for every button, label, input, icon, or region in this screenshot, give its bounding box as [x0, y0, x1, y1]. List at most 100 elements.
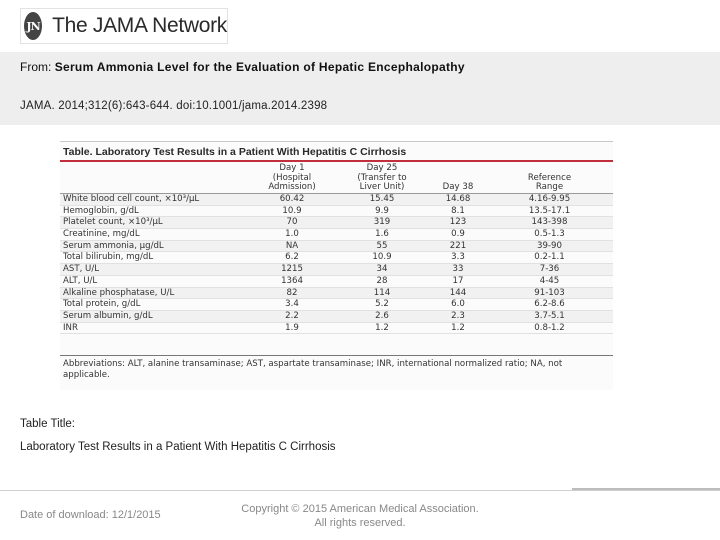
table-cell: 10.9: [372, 252, 392, 263]
from-line: From: Serum Ammonia Level for the Evalua…: [20, 60, 465, 74]
table-row-label: White blood cell count, ×10³/μL: [63, 194, 200, 204]
table-title-text: Laboratory Test Results in a Patient Wit…: [20, 441, 336, 453]
table-header-row: Day 1 (Hospital Admission) Day 25 (Transf…: [60, 163, 613, 195]
table-cell: 6.2-8.6: [534, 299, 565, 310]
table-cell: 33: [452, 264, 464, 275]
table-row: Creatinine, mg/dL 1.0 1.6 0.9 0.5-1.3: [60, 229, 613, 241]
table-cell: 3.7-5.1: [534, 310, 565, 321]
table-cell: 1215: [281, 264, 303, 275]
table-row: Platelet count, ×10³/μL 70 319 123 143-398: [60, 217, 613, 230]
table-cell: 1.9: [285, 322, 299, 333]
table-heading: Table. Laboratory Test Results in a Pati…: [63, 146, 407, 158]
table-row-label: Alkaline phosphatase, U/L: [63, 287, 175, 298]
table-row-label: Serum ammonia, μg/dL: [63, 240, 164, 251]
table-cell: 8.1: [451, 205, 465, 216]
table-row: ALT, U/L 1364 28 17 4-45: [60, 276, 613, 288]
table-row-label: Serum albumin, g/dL: [63, 310, 153, 321]
download-date: Date of download: 12/1/2015: [20, 509, 161, 521]
table-cell: 1364: [281, 275, 303, 286]
from-label: From:: [20, 60, 52, 74]
table-cell: 0.2-1.1: [534, 252, 565, 263]
citation: JAMA. 2014;312(6):643-644. doi:10.1001/j…: [20, 100, 328, 112]
table-row: Serum albumin, g/dL 2.2 2.6 2.3 3.7-5.1: [60, 310, 613, 323]
table-column-header: Reference Range: [527, 172, 572, 192]
table-cell: 9.9: [375, 205, 389, 216]
table-cell: 123: [449, 217, 467, 228]
table-row: Alkaline phosphatase, U/L 82 114 144 91-103: [60, 287, 613, 300]
table-row: INR 1.9 1.2 1.2 0.8-1.2: [60, 323, 613, 335]
table-grid: Day 1 (Hospital Admission) Day 25 (Transf…: [60, 163, 613, 335]
table-cell: 5.2: [375, 299, 389, 310]
jama-network-logo: JN The JAMA Network: [20, 8, 228, 44]
table-row: White blood cell count, ×10³/μL 60.42 15.4…: [60, 194, 613, 206]
copyright-line-2: All rights reserved.: [314, 517, 406, 529]
table-cell: 1.6: [375, 229, 389, 240]
table-cell: 1.2: [451, 322, 465, 333]
table-row-label: Hemoglobin, g/dL: [63, 205, 139, 216]
table-cell: 91-103: [534, 287, 565, 298]
table-row-label: Total bilirubin, mg/dL: [63, 252, 154, 263]
table-cell: 4.16-9.95: [528, 194, 571, 204]
jn-logo-icon: JN: [24, 12, 43, 40]
table-column-header: Day 1 (Hospital Admission): [268, 163, 316, 192]
table-row-label: INR: [63, 322, 78, 333]
article-title: Serum Ammonia Level for the Evaluation o…: [54, 60, 465, 74]
table-cell: 2.3: [451, 310, 465, 321]
table-row: Total bilirubin, mg/dL 6.2 10.9 3.3 0.2-1.1: [60, 252, 613, 265]
table-row: Serum ammonia, μg/dL NA 55 221 39-90: [60, 240, 613, 253]
logo-text: The JAMA Network: [52, 14, 227, 37]
source-band: [0, 52, 720, 125]
lab-results-table: Table. Laboratory Test Results in a Pati…: [60, 141, 613, 390]
table-cell: 2.6: [375, 310, 389, 321]
table-title-rule: [60, 160, 613, 162]
table-row: AST, U/L 1215 34 33 7-36: [60, 264, 613, 276]
table-cell: 39-90: [537, 240, 562, 251]
footer-divider-accent: [572, 488, 720, 490]
table-cell: 17: [452, 275, 464, 286]
table-row-label: AST, U/L: [63, 264, 100, 275]
table-cell: 6.0: [451, 299, 465, 310]
table-cell: 0.9: [451, 229, 465, 240]
table-cell: 221: [449, 240, 467, 251]
copyright: Copyright © 2015 American Medical Associ…: [230, 502, 490, 530]
table-cell: 34: [376, 264, 388, 275]
table-cell: 4-45: [539, 275, 560, 286]
table-row-label: Creatinine, mg/dL: [63, 229, 140, 240]
table-cell: 143-398: [531, 217, 568, 228]
table-cell: 14.68: [445, 194, 471, 204]
table-row: Hemoglobin, g/dL 10.9 9.9 8.1 13.5-17.1: [60, 206, 613, 218]
table-cell: 114: [373, 287, 391, 298]
table-cell: 1.2: [375, 322, 389, 333]
table-cell: 15.45: [369, 194, 395, 204]
table-cell: 55: [376, 240, 388, 251]
table-cell: 13.5-17.1: [528, 205, 571, 216]
table-cell: 319: [373, 217, 391, 228]
table-row-label: ALT, U/L: [63, 275, 98, 286]
table-row-label: Platelet count, ×10³/μL: [63, 217, 163, 228]
table-column-header: Day 38: [442, 182, 474, 192]
table-cell: 28: [376, 275, 388, 286]
table-row-label: Total protein, g/dL: [63, 299, 141, 310]
table-row: Total protein, g/dL 3.4 5.2 6.0 6.2-8.6: [60, 299, 613, 311]
table-cell: NA: [285, 240, 299, 251]
table-cell: 7-36: [539, 264, 560, 275]
table-cell: 70: [286, 217, 298, 228]
copyright-line-1: Copyright © 2015 American Medical Associ…: [241, 503, 479, 515]
table-cell: 0.5-1.3: [534, 229, 565, 240]
table-column-header: Day 25 (Transfer to Liver Unit): [357, 163, 407, 192]
table-cell: 3.3: [451, 252, 465, 263]
table-cell: 3.4: [285, 299, 299, 310]
table-cell: 2.2: [285, 310, 299, 321]
table-cell: 1.0: [285, 229, 299, 240]
table-cell: 6.2: [285, 252, 299, 263]
table-cell: 0.8-1.2: [534, 322, 565, 333]
table-cell: 10.9: [282, 205, 302, 216]
table-column-header: [60, 164, 250, 195]
table-cell: 60.42: [279, 194, 305, 204]
table-footnote: Abbreviations: ALT, alanine transaminase…: [60, 355, 613, 380]
table-cell: 144: [449, 287, 467, 298]
table-body: White blood cell count, ×10³/μL 60.42 15.4…: [60, 194, 613, 335]
table-cell: 82: [286, 287, 298, 298]
table-title-label: Table Title:: [20, 418, 75, 430]
footer-divider: [0, 490, 720, 491]
